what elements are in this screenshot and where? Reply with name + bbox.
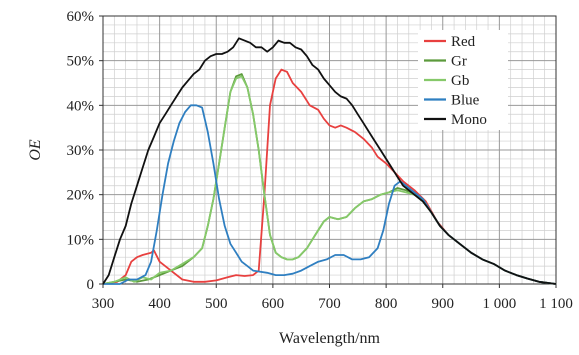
y-tick-label: 60%: [67, 9, 95, 25]
legend-label-red: Red: [451, 34, 476, 50]
y-tick-label: 30%: [67, 143, 95, 159]
x-tick-label: 1 000: [483, 296, 517, 312]
y-tick-label: 10%: [67, 232, 95, 248]
x-tick-label: 600: [262, 296, 285, 312]
x-tick-label: 800: [375, 296, 398, 312]
y-tick-label: 50%: [67, 54, 95, 70]
legend-label-gr: Gr: [451, 54, 467, 70]
x-tick-label: 700: [318, 296, 341, 312]
x-axis-ticks: 300 400 500 600 700 800 900 1 000 1 100: [92, 284, 573, 312]
series-line-mono: [102, 37, 557, 285]
x-axis-title: Wavelength/nm: [279, 330, 380, 347]
y-tick-label: 20%: [67, 188, 95, 204]
x-tick-label: 500: [205, 296, 228, 312]
x-tick-label: 1 100: [539, 296, 573, 312]
x-tick-label: 300: [92, 296, 115, 312]
y-axis-title: OE: [27, 139, 44, 161]
x-tick-label: 400: [148, 296, 171, 312]
y-tick-label: 40%: [67, 98, 95, 114]
legend-label-mono: Mono: [451, 112, 487, 128]
legend: Red Gr Gb Blue Mono: [418, 30, 508, 130]
legend-label-blue: Blue: [451, 93, 480, 109]
legend-label-gb: Gb: [451, 73, 469, 89]
y-axis-ticks: 0 10% 20% 30% 40% 50% 60%: [67, 9, 103, 293]
legend-items: Red Gr Gb Blue Mono: [424, 34, 487, 128]
x-tick-label: 900: [432, 296, 455, 312]
series-layer: [102, 37, 557, 285]
y-tick-label: 0: [87, 277, 95, 293]
